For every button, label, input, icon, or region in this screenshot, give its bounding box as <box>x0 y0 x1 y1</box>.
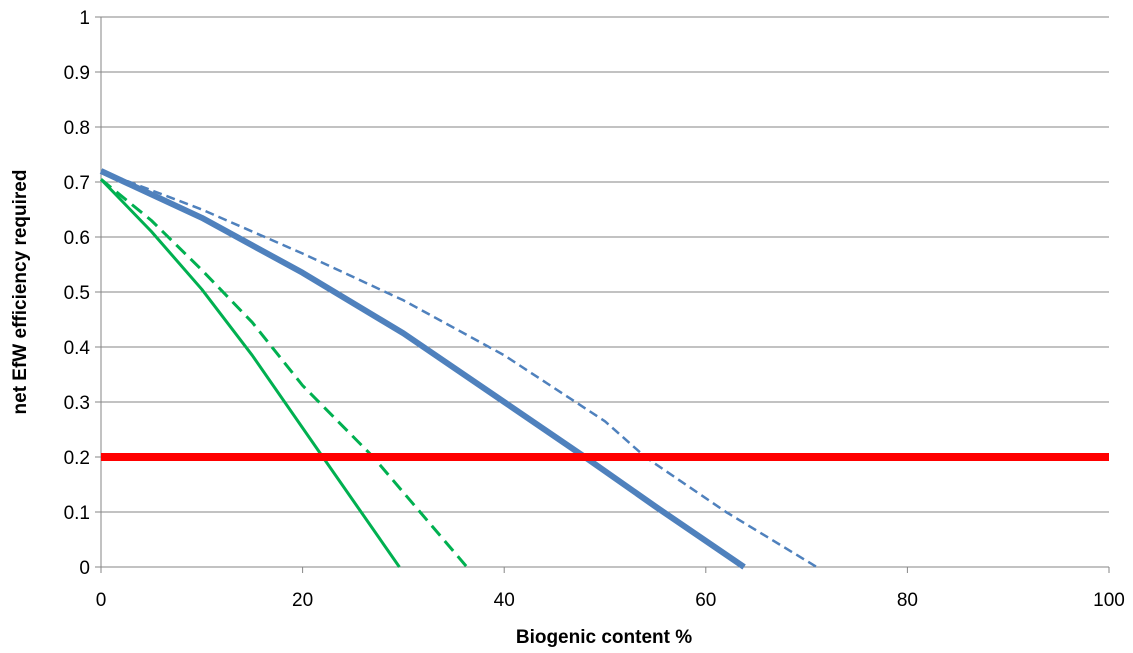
y-axis-title: net EfW efficiency required <box>10 170 31 415</box>
data-series <box>99 168 1109 570</box>
series-line-1 <box>99 168 746 570</box>
x-tick-label: 0 <box>96 590 107 611</box>
y-tick-label: 0.4 <box>64 338 91 359</box>
axes <box>95 16 1110 573</box>
y-tick-label: 0.5 <box>64 283 90 304</box>
x-tick-label: 20 <box>292 590 313 611</box>
series-line-2 <box>100 169 818 569</box>
gridlines <box>101 16 1109 513</box>
y-tick-label: 0.1 <box>64 503 90 524</box>
y-tick-label: 0.2 <box>64 448 90 469</box>
series-line-3 <box>99 178 401 568</box>
x-tick-label: 80 <box>897 590 918 611</box>
y-tick-labels: 0 0.1 0.2 0.3 0.4 0.5 0.6 0.7 0.8 0.9 1 <box>64 8 91 579</box>
x-axis-title: Biogenic content % <box>516 627 692 648</box>
x-tick-labels: 0 20 40 60 80 100 <box>96 590 1125 611</box>
x-tick-label: 60 <box>695 590 716 611</box>
y-tick-label: 0 <box>79 558 90 579</box>
x-tick-label: 40 <box>494 590 515 611</box>
y-tick-label: 0.8 <box>64 118 90 139</box>
y-tick-label: 0.6 <box>64 228 90 249</box>
y-tick-label: 0.7 <box>64 173 90 194</box>
y-tick-label: 1 <box>79 8 90 29</box>
x-tick-label: 100 <box>1093 590 1125 611</box>
y-tick-label: 0.9 <box>64 63 90 84</box>
y-tick-label: 0.3 <box>64 393 90 414</box>
